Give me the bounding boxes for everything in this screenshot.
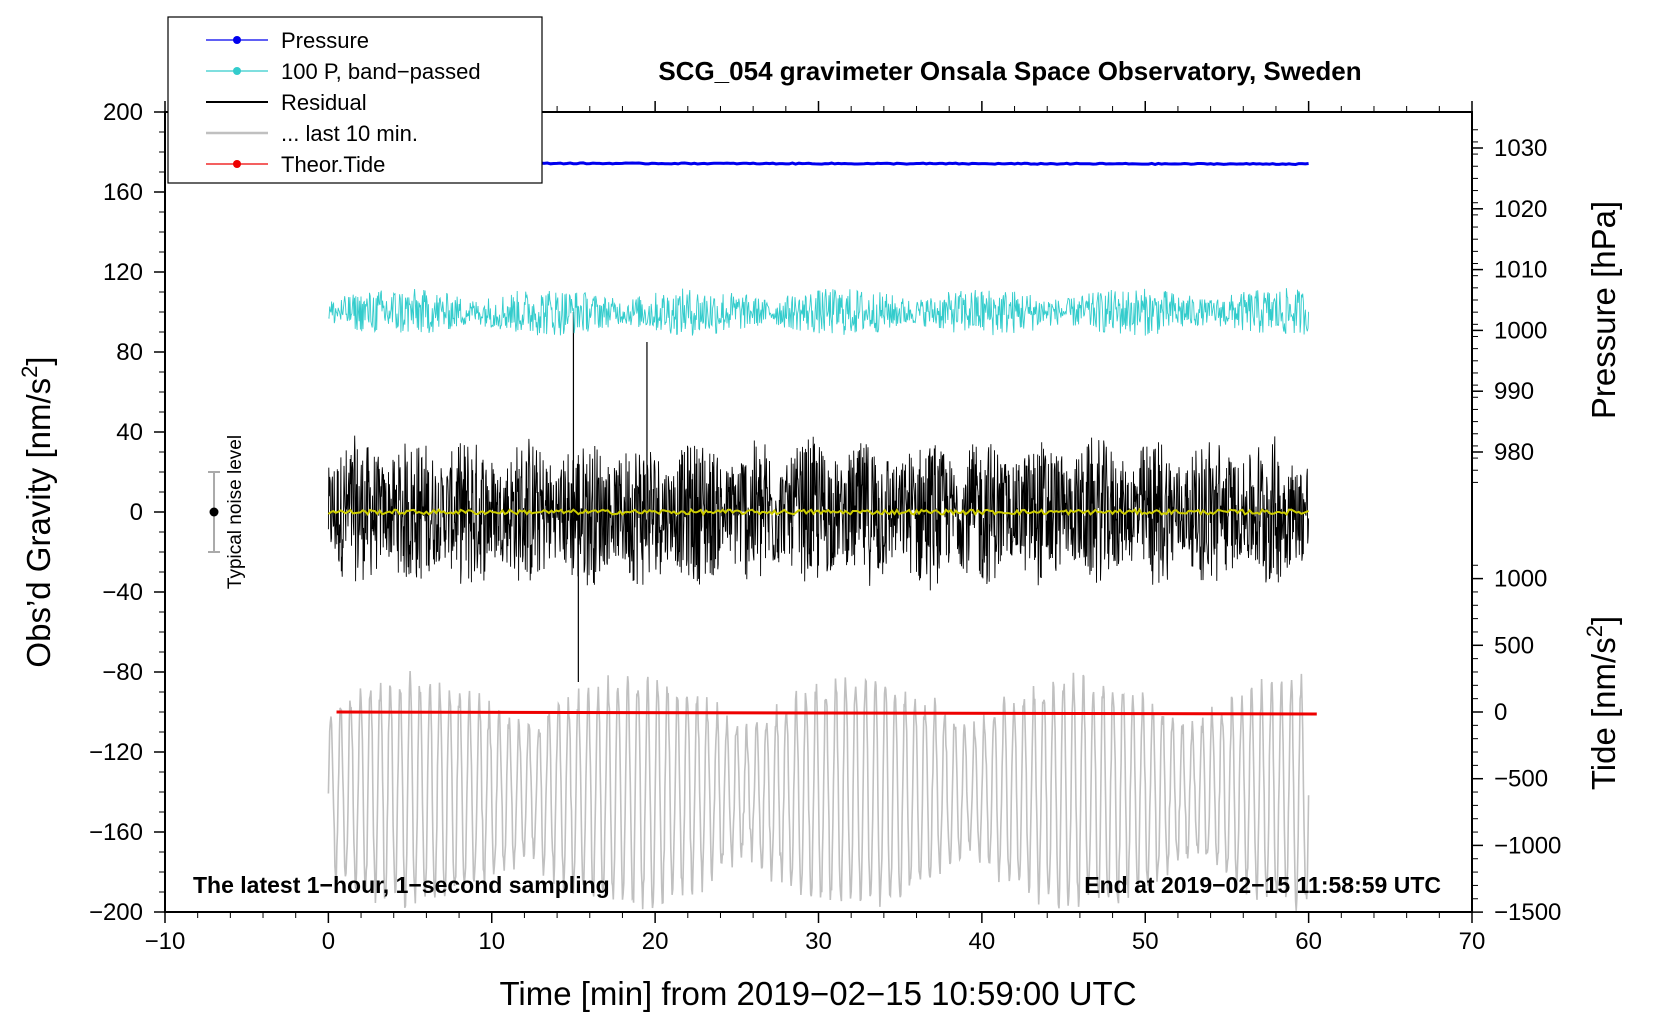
legend-label-1: 100 P, band−passed <box>281 59 481 84</box>
residual-line <box>327 435 1310 591</box>
y-axis-label-end: ] <box>20 356 57 365</box>
y-axis-label-sup: 2 <box>17 366 42 378</box>
legend-label-2: Residual <box>281 90 367 115</box>
y-tick-label: 200 <box>103 99 143 126</box>
legend-box <box>167 16 543 184</box>
tide-tick-label: −1500 <box>1494 899 1561 926</box>
pressure-tick-label: 1030 <box>1494 135 1547 162</box>
tide-tick-label: −500 <box>1494 766 1548 793</box>
y-tick-label: 120 <box>103 259 143 286</box>
legend-label-0: Pressure <box>281 28 369 53</box>
x-tick-label: −10 <box>145 928 186 955</box>
legend-marker-4 <box>233 160 241 168</box>
y-tick-label: −80 <box>102 659 143 686</box>
legend: Pressure 100 P, band−passed Residual ... la… <box>167 16 543 184</box>
x-axis-label: Time [min] from 2019−02−15 10:59:00 UTC <box>499 975 1136 1012</box>
y-tick-label: 40 <box>116 419 143 446</box>
y-axis-label-text: Obs’d Gravity [nm/s <box>20 378 57 668</box>
y-tick-label: −40 <box>102 579 143 606</box>
y-tick-label: 0 <box>130 499 143 526</box>
tide-tick-label: 0 <box>1494 699 1507 726</box>
pressure-tick-label: 980 <box>1494 439 1534 466</box>
plot-layer: Typical noise level <box>208 161 1317 911</box>
x-tick-label: 70 <box>1459 928 1486 955</box>
y-tick-label: −120 <box>89 739 143 766</box>
y-tick-label: 160 <box>103 179 143 206</box>
y-axis-label: Obs’d Gravity [nm/s2] <box>17 356 57 667</box>
annotation-left: The latest 1−hour, 1−second sampling <box>193 872 610 898</box>
band-passed-pressure-line <box>328 288 1310 336</box>
legend-label-3: ... last 10 min. <box>281 121 418 146</box>
last-10-min-line <box>327 670 1310 911</box>
tide-tick-label: 500 <box>1494 632 1534 659</box>
pressure-axis-label: Pressure [hPa] <box>1585 201 1622 419</box>
x-tick-label: 60 <box>1295 928 1322 955</box>
pressure-tick-label: 1020 <box>1494 196 1547 223</box>
tide-tick-label: −1000 <box>1494 832 1561 859</box>
x-tick-label: 50 <box>1132 928 1159 955</box>
legend-label-4: Theor.Tide <box>281 152 385 177</box>
tide-axis-label-end: ] <box>1585 616 1622 625</box>
noise-bar-label: Typical noise level <box>225 435 246 589</box>
legend-marker-1 <box>233 67 241 75</box>
y-tick-label: 80 <box>116 339 143 366</box>
x-tick-label: 40 <box>969 928 996 955</box>
noise-bar-dot <box>209 507 219 517</box>
x-tick-label: 30 <box>805 928 832 955</box>
pressure-tick-label: 990 <box>1494 378 1534 405</box>
y-tick-label: −200 <box>89 899 143 926</box>
pressure-tick-label: 1000 <box>1494 317 1547 344</box>
tide-tick-label: 1000 <box>1494 566 1547 593</box>
theor-tide-line <box>336 710 1317 716</box>
legend-marker-0 <box>233 36 241 44</box>
pressure-tick-label: 1010 <box>1494 257 1547 284</box>
x-tick-label: 10 <box>478 928 505 955</box>
tide-axis-label-text: Tide [nm/s <box>1585 637 1622 790</box>
annotation-right: End at 2019−02−15 11:58:59 UTC <box>1084 872 1441 898</box>
x-tick-label: 20 <box>642 928 669 955</box>
residual-mean-line <box>327 507 1309 517</box>
chart-title: SCG_054 gravimeter Onsala Space Observat… <box>658 56 1361 86</box>
axes-layer: −10 0 10 20 30 40 50 60 7020016012080400−40−80−1… <box>17 56 1622 1012</box>
tide-axis-label: Tide [nm/s2] <box>1582 616 1622 790</box>
x-tick-label: 0 <box>322 928 335 955</box>
tide-axis-label-sup: 2 <box>1582 625 1607 637</box>
y-tick-label: −160 <box>89 819 143 846</box>
